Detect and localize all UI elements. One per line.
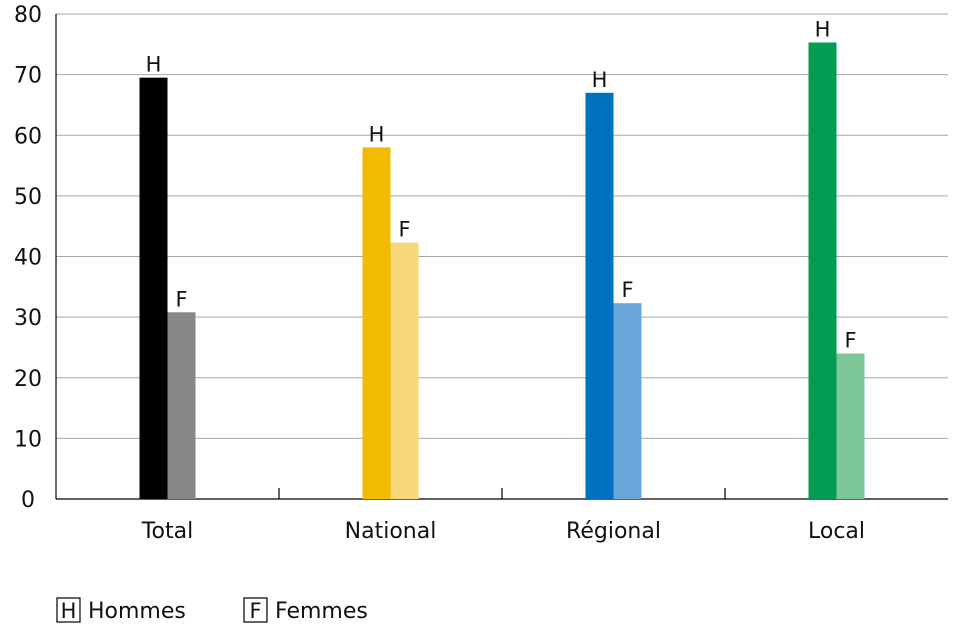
bar-f-2 — [613, 303, 642, 499]
bar-f-0 — [167, 312, 196, 499]
legend-swatch-box — [243, 597, 268, 623]
bar-h-3 — [808, 42, 837, 500]
bar-label-f: F — [844, 329, 856, 353]
bar-label-f: F — [621, 278, 633, 302]
legend-label-h: Hommes — [88, 599, 186, 624]
labels: 0 10 20 30 40 50 60 70 80 H F Total H F National H F Régi… — [14, 3, 865, 544]
x-category-label: National — [345, 519, 437, 544]
y-tick-label: 50 — [14, 185, 42, 210]
bar-label-h: H — [369, 122, 385, 146]
y-tick-label: 60 — [14, 124, 42, 149]
bars — [139, 42, 865, 500]
legend-label-f: Femmes — [275, 599, 368, 624]
y-tick-label: 80 — [14, 3, 42, 28]
y-tick-label: 10 — [14, 427, 42, 452]
y-tick-label: 0 — [21, 488, 35, 513]
bar-label-h: H — [146, 53, 162, 77]
y-tick-label: 40 — [14, 246, 42, 271]
axes — [55, 14, 948, 500]
bar-label-f: F — [398, 218, 410, 242]
y-tick-label: 30 — [14, 306, 42, 331]
legend-key-f: F — [249, 599, 261, 623]
legend: H Hommes F Femmes — [56, 597, 368, 624]
x-category-label: Régional — [566, 519, 661, 544]
bar-label-h: H — [815, 17, 831, 41]
bar-h-0 — [139, 77, 168, 499]
bar-f-1 — [390, 242, 419, 499]
legend-swatch-box — [56, 597, 81, 623]
y-tick-label: 70 — [14, 64, 42, 89]
bar-f-3 — [836, 353, 865, 499]
x-category-label: Total — [141, 519, 193, 544]
bar-label-h: H — [592, 68, 608, 92]
bar-h-2 — [585, 92, 614, 499]
y-tick-label: 20 — [14, 367, 42, 392]
gridlines — [56, 13, 948, 439]
bar-label-f: F — [175, 287, 187, 311]
x-category-label: Local — [808, 519, 865, 544]
legend-key-h: H — [61, 599, 77, 623]
bar-h-1 — [362, 147, 391, 499]
